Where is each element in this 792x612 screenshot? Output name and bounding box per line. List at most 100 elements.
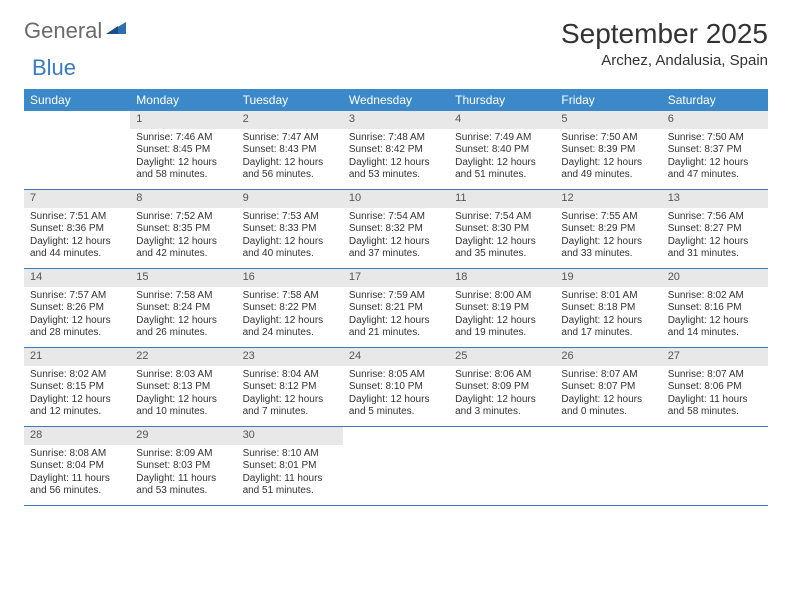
location-label: Archez, Andalusia, Spain [561, 52, 768, 69]
daylight-text: Daylight: 12 hours and 40 minutes. [243, 236, 337, 261]
day-number: 22 [130, 348, 236, 366]
week-row: 7Sunrise: 7:51 AMSunset: 8:36 PMDaylight… [24, 190, 768, 269]
day-cell: 1Sunrise: 7:46 AMSunset: 8:45 PMDaylight… [130, 111, 236, 189]
weekday-friday: Friday [555, 89, 661, 111]
sunrise-text: Sunrise: 7:49 AM [455, 132, 549, 145]
day-number: 21 [24, 348, 130, 366]
weekday-thursday: Thursday [449, 89, 555, 111]
day-body: Sunrise: 7:49 AMSunset: 8:40 PMDaylight:… [449, 129, 555, 188]
sunrise-text: Sunrise: 7:54 AM [455, 211, 549, 224]
weekday-saturday: Saturday [662, 89, 768, 111]
day-cell: 28Sunrise: 8:08 AMSunset: 8:04 PMDayligh… [24, 427, 130, 505]
flag-icon [106, 20, 128, 43]
day-number: 5 [555, 111, 661, 129]
day-cell: 3Sunrise: 7:48 AMSunset: 8:42 PMDaylight… [343, 111, 449, 189]
daylight-text: Daylight: 12 hours and 24 minutes. [243, 315, 337, 340]
sunrise-text: Sunrise: 8:08 AM [30, 448, 124, 461]
day-cell-blank [24, 111, 130, 189]
daylight-text: Daylight: 12 hours and 31 minutes. [668, 236, 762, 261]
day-number: 16 [237, 269, 343, 287]
daylight-text: Daylight: 12 hours and 35 minutes. [455, 236, 549, 261]
logo-text-general: General [24, 18, 102, 44]
day-cell: 19Sunrise: 8:01 AMSunset: 8:18 PMDayligh… [555, 269, 661, 347]
day-cell: 2Sunrise: 7:47 AMSunset: 8:43 PMDaylight… [237, 111, 343, 189]
sunset-text: Sunset: 8:35 PM [136, 223, 230, 236]
sunrise-text: Sunrise: 7:50 AM [668, 132, 762, 145]
sunset-text: Sunset: 8:24 PM [136, 302, 230, 315]
day-number: 18 [449, 269, 555, 287]
day-body: Sunrise: 7:59 AMSunset: 8:21 PMDaylight:… [343, 287, 449, 346]
day-cell: 26Sunrise: 8:07 AMSunset: 8:07 PMDayligh… [555, 348, 661, 426]
sunrise-text: Sunrise: 8:06 AM [455, 369, 549, 382]
daylight-text: Daylight: 12 hours and 33 minutes. [561, 236, 655, 261]
day-number: 3 [343, 111, 449, 129]
day-cell: 27Sunrise: 8:07 AMSunset: 8:06 PMDayligh… [662, 348, 768, 426]
day-body: Sunrise: 8:04 AMSunset: 8:12 PMDaylight:… [237, 366, 343, 425]
sunrise-text: Sunrise: 8:07 AM [561, 369, 655, 382]
day-number: 7 [24, 190, 130, 208]
daylight-text: Daylight: 12 hours and 14 minutes. [668, 315, 762, 340]
sunset-text: Sunset: 8:07 PM [561, 381, 655, 394]
day-number: 19 [555, 269, 661, 287]
daylight-text: Daylight: 12 hours and 49 minutes. [561, 157, 655, 182]
sunrise-text: Sunrise: 8:02 AM [30, 369, 124, 382]
daylight-text: Daylight: 12 hours and 3 minutes. [455, 394, 549, 419]
sunset-text: Sunset: 8:39 PM [561, 144, 655, 157]
day-number: 8 [130, 190, 236, 208]
sunset-text: Sunset: 8:10 PM [349, 381, 443, 394]
day-cell: 7Sunrise: 7:51 AMSunset: 8:36 PMDaylight… [24, 190, 130, 268]
daylight-text: Daylight: 12 hours and 0 minutes. [561, 394, 655, 419]
daylight-text: Daylight: 11 hours and 53 minutes. [136, 473, 230, 498]
sunrise-text: Sunrise: 7:58 AM [136, 290, 230, 303]
day-cell: 4Sunrise: 7:49 AMSunset: 8:40 PMDaylight… [449, 111, 555, 189]
title-block: September 2025 Archez, Andalusia, Spain [561, 18, 768, 69]
day-number: 6 [662, 111, 768, 129]
sunrise-text: Sunrise: 8:02 AM [668, 290, 762, 303]
sunset-text: Sunset: 8:37 PM [668, 144, 762, 157]
day-number: 25 [449, 348, 555, 366]
daylight-text: Daylight: 12 hours and 21 minutes. [349, 315, 443, 340]
day-body: Sunrise: 7:57 AMSunset: 8:26 PMDaylight:… [24, 287, 130, 346]
daylight-text: Daylight: 12 hours and 47 minutes. [668, 157, 762, 182]
day-cell: 25 Sunrise: 8:06 AMSunset: 8:09 PMDayligh… [449, 348, 555, 426]
sunset-text: Sunset: 8:01 PM [243, 460, 337, 473]
day-body: Sunrise: 8:01 AMSunset: 8:18 PMDaylight:… [555, 287, 661, 346]
sunset-text: Sunset: 8:16 PM [668, 302, 762, 315]
sunrise-text: Sunrise: 8:09 AM [136, 448, 230, 461]
day-body: Sunrise: 8:07 AMSunset: 8:07 PMDaylight:… [555, 366, 661, 425]
day-body: Sunrise: 8:07 AMSunset: 8:06 PMDaylight:… [662, 366, 768, 425]
daylight-text: Daylight: 12 hours and 12 minutes. [30, 394, 124, 419]
daylight-text: Daylight: 12 hours and 53 minutes. [349, 157, 443, 182]
sunset-text: Sunset: 8:09 PM [455, 381, 549, 394]
daylight-text: Daylight: 11 hours and 51 minutes. [243, 473, 337, 498]
sunset-text: Sunset: 8:13 PM [136, 381, 230, 394]
weekday-tuesday: Tuesday [237, 89, 343, 111]
sunset-text: Sunset: 8:27 PM [668, 223, 762, 236]
day-cell: 13Sunrise: 7:56 AMSunset: 8:27 PMDayligh… [662, 190, 768, 268]
month-title: September 2025 [561, 18, 768, 50]
sunset-text: Sunset: 8:03 PM [136, 460, 230, 473]
sunset-text: Sunset: 8:22 PM [243, 302, 337, 315]
sunrise-text: Sunrise: 7:56 AM [668, 211, 762, 224]
weekday-header-row: SundayMondayTuesdayWednesdayThursdayFrid… [24, 89, 768, 111]
week-row: 21Sunrise: 8:02 AMSunset: 8:15 PMDayligh… [24, 348, 768, 427]
day-number: 4 [449, 111, 555, 129]
day-cell: 12Sunrise: 7:55 AMSunset: 8:29 PMDayligh… [555, 190, 661, 268]
sunrise-text: Sunrise: 8:05 AM [349, 369, 443, 382]
sunrise-text: Sunrise: 8:04 AM [243, 369, 337, 382]
daylight-text: Daylight: 12 hours and 10 minutes. [136, 394, 230, 419]
sunrise-text: Sunrise: 7:54 AM [349, 211, 443, 224]
day-number: 10 [343, 190, 449, 208]
week-row: 28Sunrise: 8:08 AMSunset: 8:04 PMDayligh… [24, 427, 768, 506]
day-body: Sunrise: 7:46 AMSunset: 8:45 PMDaylight:… [130, 129, 236, 188]
daylight-text: Daylight: 12 hours and 17 minutes. [561, 315, 655, 340]
day-cell-blank [449, 427, 555, 505]
daylight-text: Daylight: 12 hours and 44 minutes. [30, 236, 124, 261]
sunrise-text: Sunrise: 8:07 AM [668, 369, 762, 382]
day-cell: 24Sunrise: 8:05 AMSunset: 8:10 PMDayligh… [343, 348, 449, 426]
sunrise-text: Sunrise: 8:10 AM [243, 448, 337, 461]
day-body: Sunrise: 7:53 AMSunset: 8:33 PMDaylight:… [237, 208, 343, 267]
daylight-text: Daylight: 12 hours and 51 minutes. [455, 157, 549, 182]
day-body: Sunrise: 8:00 AMSunset: 8:19 PMDaylight:… [449, 287, 555, 346]
day-body: Sunrise: 7:48 AMSunset: 8:42 PMDaylight:… [343, 129, 449, 188]
